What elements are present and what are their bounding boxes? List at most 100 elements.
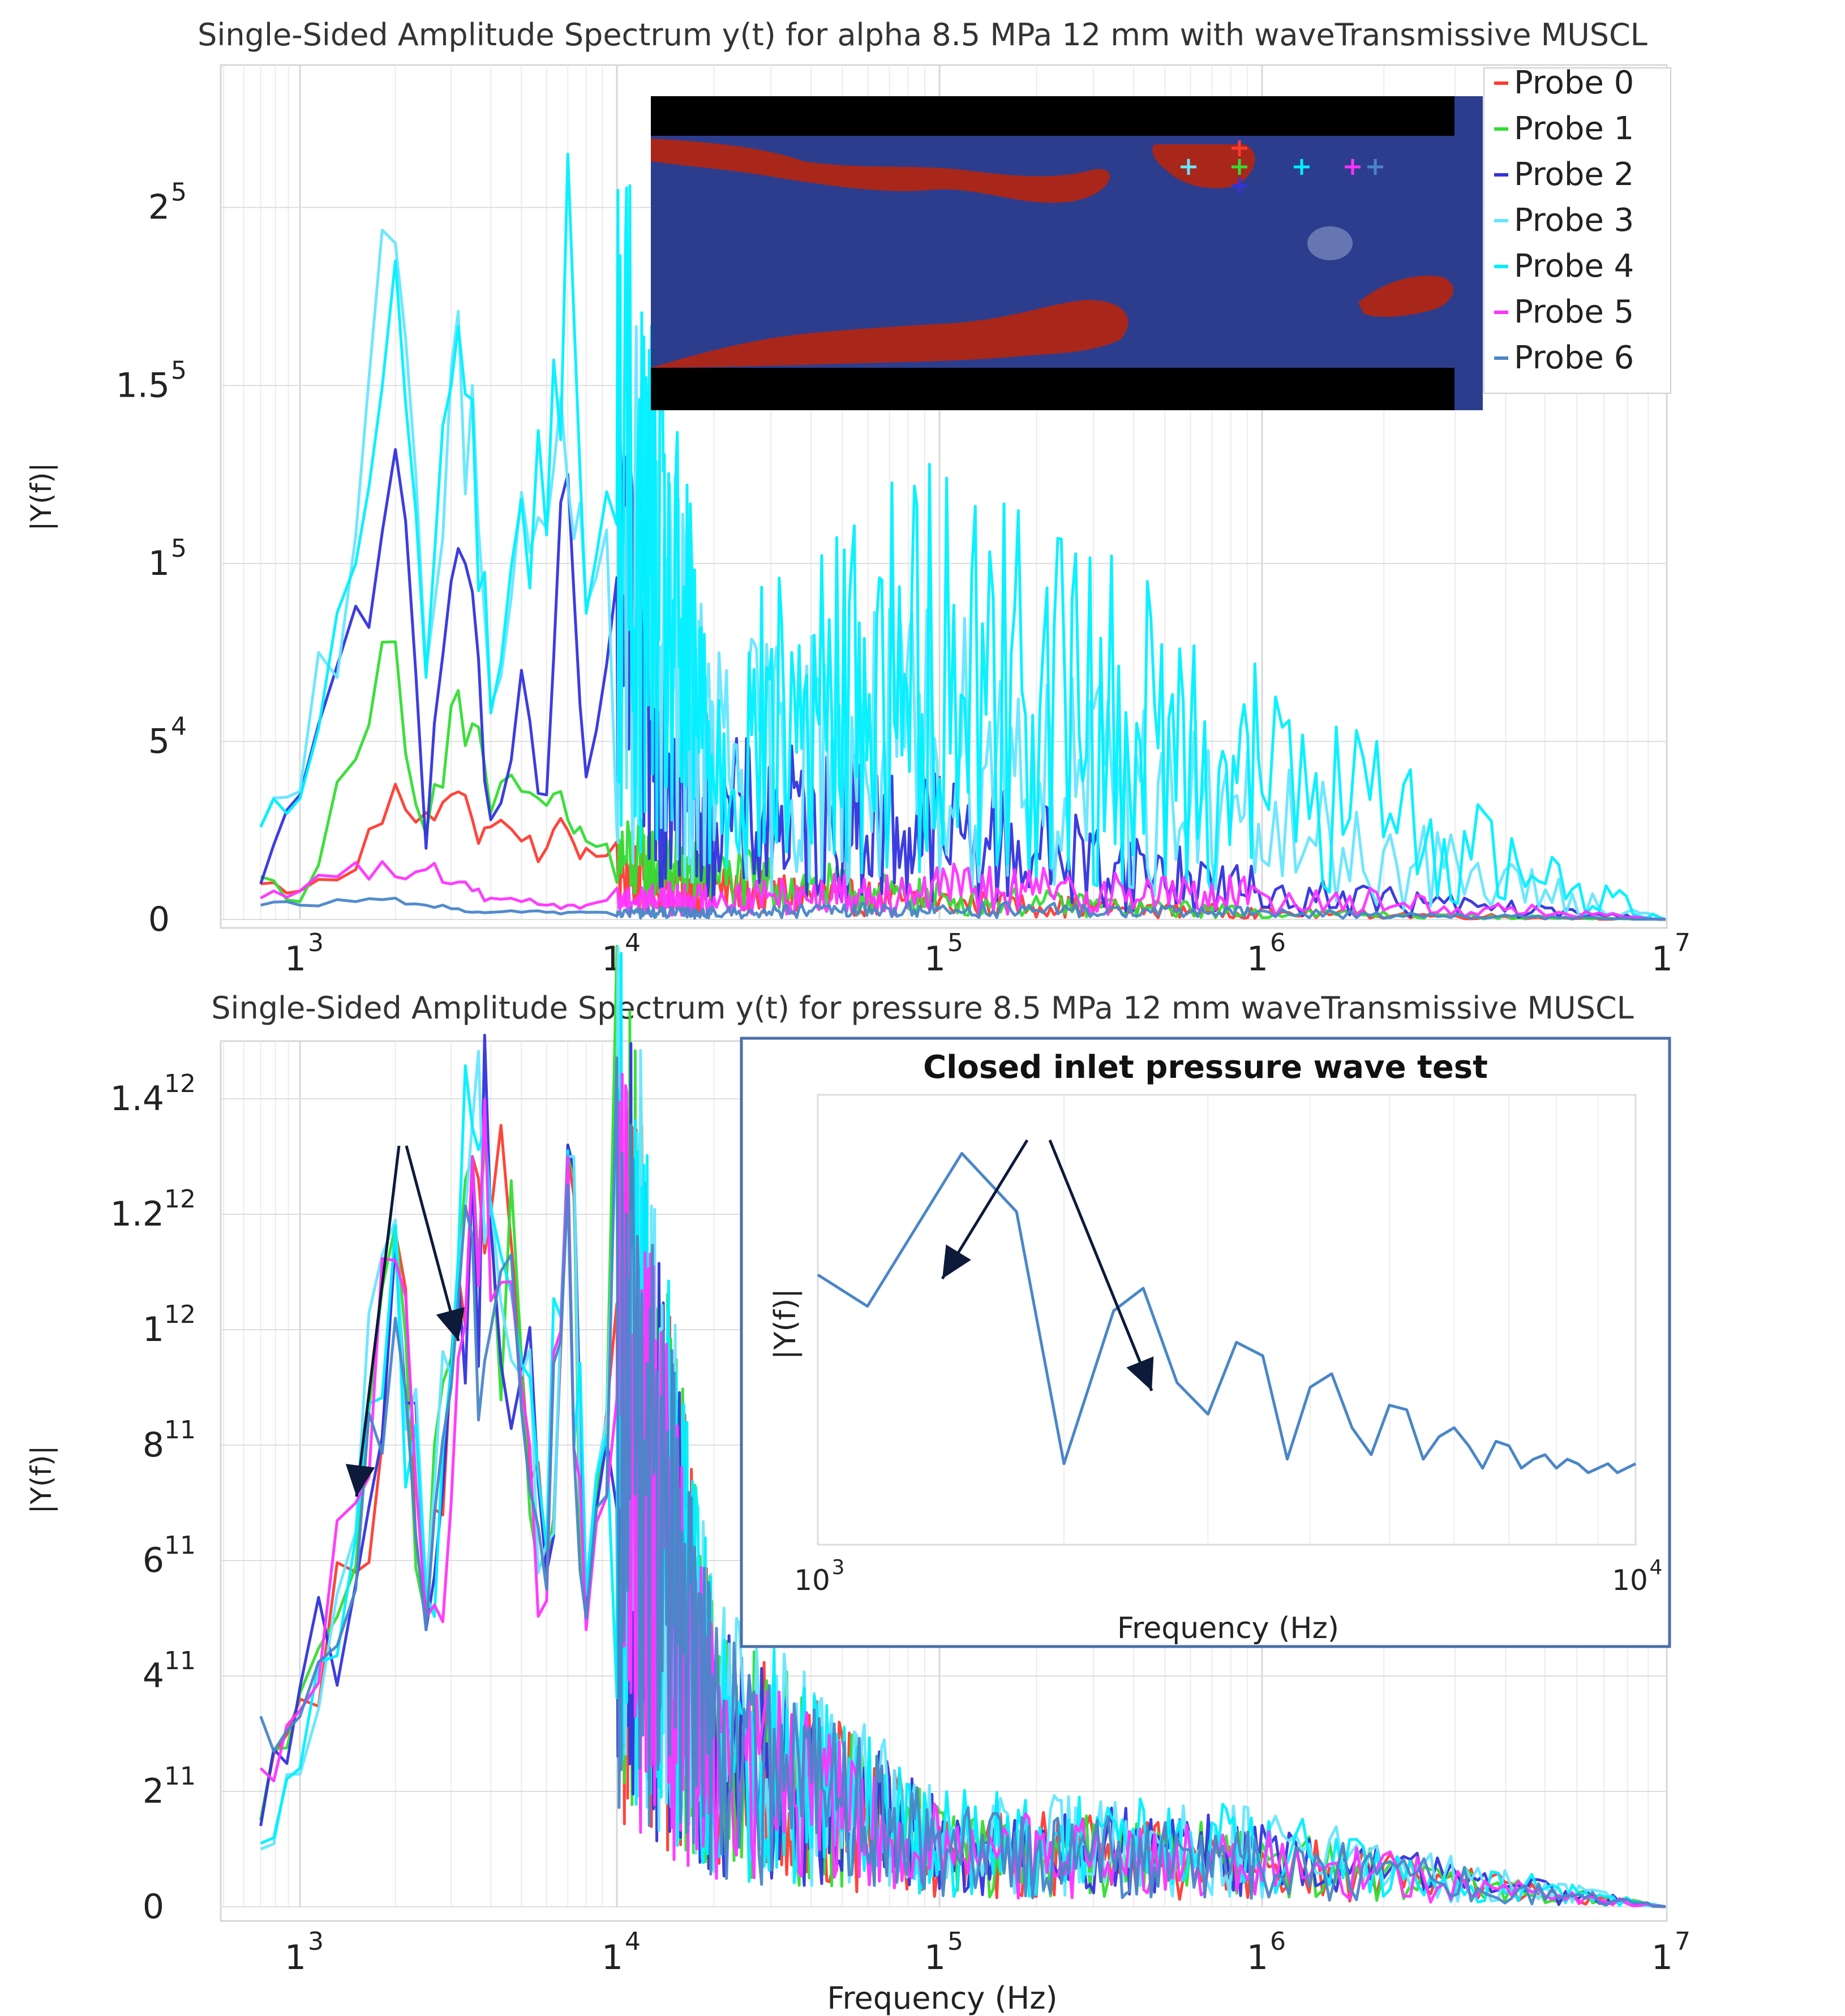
inset-series	[817, 1151, 1637, 1475]
bottom-annotation-arrows	[345, 1145, 465, 1497]
inset-plot-area	[817, 1094, 1637, 1546]
bottom-arrow-left-shaft	[355, 1145, 401, 1497]
legend-label: Probe 3	[1514, 202, 1634, 239]
top-y-ticks: 05 41 51.5 52 5	[116, 178, 187, 939]
x-tick-label: 1	[1651, 939, 1673, 979]
y-tick-label: 4	[143, 1656, 164, 1696]
inset-title: Closed inlet pressure wave test	[923, 1049, 1488, 1086]
x-tick-label: 1	[1651, 1938, 1673, 1978]
y-tick-label: 8	[143, 1425, 164, 1465]
top-chart-title: Single-Sided Amplitude Spectrum y(t) for…	[198, 17, 1647, 53]
y-tick-label: 1	[148, 544, 170, 583]
top-series	[259, 152, 1666, 921]
inset-x-tick-exponent: 4	[1650, 1556, 1663, 1579]
inset-y-axis-label: |Y(f)|	[769, 1288, 803, 1360]
y-tick-label: 2	[143, 1772, 164, 1811]
legend-box	[1483, 67, 1671, 394]
legend-label: Probe 6	[1514, 339, 1634, 376]
legend: Probe 0 Probe 1 Probe 2 Probe 3 Probe 4 Probe…	[1483, 65, 1671, 394]
y-tick-label: 5	[148, 721, 170, 761]
legend-label: Probe 2	[1514, 156, 1634, 193]
y-tick-exponent: 5	[171, 534, 187, 563]
series-line-probe-5	[260, 860, 1666, 921]
y-tick-exponent: 4	[171, 712, 187, 741]
x-tick-exponent: 3	[308, 1927, 324, 1956]
inset-arrow-left-head	[942, 1244, 971, 1279]
y-tick-exponent: 12	[164, 1185, 196, 1214]
bottom-plot: Single-Sided Amplitude Spectrum y(t) for…	[25, 944, 1690, 2016]
x-tick-exponent: 5	[947, 1927, 963, 1956]
legend-label: Probe 5	[1514, 294, 1634, 330]
y-tick-label: 1.5	[116, 366, 170, 405]
bottom-x-axis-label: Frequency (Hz)	[827, 1980, 1057, 2016]
field-gas-pocket	[1307, 226, 1353, 260]
probe-markers	[1181, 140, 1383, 194]
inset-x-tick-label: 10	[794, 1564, 830, 1597]
inset-x-tick-exponent: 3	[832, 1556, 845, 1579]
closed-inlet-inset: Closed inlet pressure wave test |Y(f)| 1…	[740, 1037, 1671, 1648]
y-tick-label: 0	[143, 1887, 164, 1927]
bottom-y-axis-label: |Y(f)|	[25, 1446, 58, 1514]
field-liquid-top-right	[1152, 144, 1255, 188]
x-tick-exponent: 6	[1270, 929, 1286, 957]
y-tick-exponent: 11	[164, 1416, 196, 1445]
bottom-chart-title: Single-Sided Amplitude Spectrum y(t) for…	[211, 990, 1634, 1026]
y-tick-exponent: 5	[171, 178, 187, 207]
bottom-arrow-right-shaft	[405, 1145, 460, 1342]
bottom-y-ticks: 02 114 116 118 111 121.2 121.4 12	[110, 1069, 196, 1927]
y-tick-label: 1	[143, 1310, 164, 1349]
y-tick-label: 0	[148, 900, 170, 939]
top-plot: Single-Sided Amplitude Spectrum y(t) for…	[25, 17, 1690, 979]
series-line-probe-6	[259, 1056, 1666, 1908]
inset-arrow-right-shaft	[1048, 1140, 1153, 1391]
series-line-probe-4	[259, 152, 1666, 921]
x-tick-label: 1	[924, 1938, 946, 1978]
inset-x-ticks: 10 3 10 4	[794, 1556, 1662, 1597]
bottom-arrow-left-head	[345, 1464, 375, 1497]
legend-label: Probe 0	[1514, 65, 1634, 101]
y-tick-exponent: 11	[164, 1762, 196, 1791]
legend-items: Probe 0 Probe 1 Probe 2 Probe 3 Probe 4 Probe…	[1494, 65, 1634, 376]
y-tick-exponent: 11	[164, 1647, 196, 1675]
series-line-probe-6	[260, 896, 1666, 921]
bottom-arrow-right-head	[436, 1307, 465, 1341]
x-tick-label: 1	[602, 1938, 623, 1978]
bottom-series	[259, 944, 1666, 1908]
field-wall-top	[651, 96, 1454, 136]
inset-x-tick-label: 10	[1612, 1564, 1648, 1597]
x-tick-exponent: 7	[1675, 929, 1690, 957]
y-tick-exponent: 12	[164, 1069, 196, 1098]
y-tick-exponent: 11	[164, 1531, 196, 1560]
x-tick-label: 1	[924, 939, 946, 979]
legend-label: Probe 1	[1514, 110, 1634, 147]
top-y-axis-label: |Y(f)|	[25, 463, 58, 531]
y-tick-label: 2	[148, 188, 170, 227]
x-tick-exponent: 3	[308, 929, 324, 957]
inset-annotation-arrows	[941, 1139, 1154, 1391]
x-tick-exponent: 6	[1270, 1927, 1286, 1956]
y-tick-label: 6	[143, 1541, 164, 1580]
top-grid	[222, 65, 1668, 920]
x-tick-exponent: 4	[625, 1927, 641, 1956]
y-tick-exponent: 12	[164, 1300, 196, 1329]
field-liquid-bottom	[651, 300, 1129, 368]
x-tick-exponent: 4	[625, 929, 641, 957]
simulation-field-inset	[651, 96, 1483, 410]
x-tick-label: 1	[285, 939, 306, 979]
inset-x-axis-label: Frequency (Hz)	[1117, 1611, 1339, 1645]
y-tick-label: 1.4	[110, 1079, 164, 1119]
x-tick-label: 1	[285, 1938, 306, 1978]
x-tick-label: 1	[1247, 1938, 1268, 1978]
x-tick-exponent: 5	[947, 929, 963, 957]
field-liquid-top	[651, 139, 1110, 203]
field-wall-bottom	[651, 368, 1454, 410]
inset-arrow-right-head	[1126, 1356, 1154, 1391]
x-tick-label: 1	[1247, 939, 1268, 979]
x-tick-exponent: 7	[1675, 1927, 1690, 1956]
y-tick-exponent: 5	[171, 356, 187, 385]
field-liquid-right-droplet	[1358, 276, 1454, 317]
y-tick-label: 1.2	[110, 1194, 164, 1234]
